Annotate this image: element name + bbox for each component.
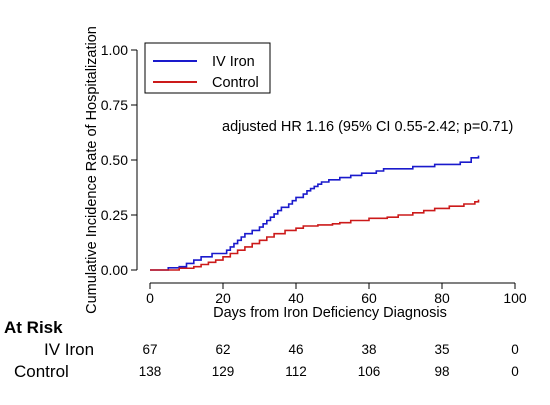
at-risk-value: 67 <box>142 342 158 357</box>
at-risk-row: Control 138 129 112 106 98 0 <box>0 362 550 384</box>
at-risk-value: 0 <box>511 364 519 379</box>
x-tick-label: 60 <box>361 290 377 306</box>
x-tick-label: 20 <box>215 290 231 306</box>
x-tick-label: 40 <box>288 290 304 306</box>
series-layer <box>150 155 480 271</box>
y-tick-label: 1.00 <box>101 42 128 58</box>
at-risk-value: 106 <box>357 364 381 379</box>
legend: IV Iron Control <box>144 42 271 94</box>
at-risk-title: At Risk <box>4 318 63 337</box>
at-risk-value: 0 <box>511 342 519 357</box>
at-risk-value: 35 <box>434 342 450 357</box>
at-risk-row-label: Control <box>14 362 69 381</box>
x-tick-label: 80 <box>434 290 450 306</box>
series-line-control <box>150 199 480 271</box>
y-tick-label: 0.75 <box>101 97 128 113</box>
at-risk-value: 112 <box>285 364 307 379</box>
at-risk-row: IV Iron 67 62 46 38 35 0 <box>0 340 550 362</box>
y-tick-label: 0.50 <box>101 152 128 168</box>
at-risk-value: 98 <box>434 364 450 379</box>
at-risk-value: 46 <box>288 342 304 357</box>
at-risk-value: 62 <box>215 342 231 357</box>
at-risk-value: 38 <box>361 342 377 357</box>
at-risk-value: 129 <box>211 364 235 379</box>
at-risk-value: 138 <box>138 364 162 379</box>
y-tick-label: 0.25 <box>101 207 128 223</box>
x-tick-label: 100 <box>503 290 527 306</box>
legend-label: IV Iron <box>212 54 255 70</box>
y-axis-label: Cumulative Incidence Rate of Hospitaliza… <box>84 26 100 314</box>
legend-label: Control <box>212 75 259 91</box>
y-tick-label: 0.00 <box>101 262 128 278</box>
at-risk-row-label: IV Iron <box>44 340 95 359</box>
hr-annotation: adjusted HR 1.16 (95% CI 0.55-2.42; p=0.… <box>222 119 513 135</box>
x-tick-label: 0 <box>146 290 154 306</box>
legend-box <box>144 42 271 94</box>
series-line-iv-iron <box>150 155 480 271</box>
x-axis-label: Days from Iron Deficiency Diagnosis <box>213 305 447 321</box>
axes: 0.00 0.25 0.50 0.75 1.00 0 20 40 60 80 100 <box>101 42 527 306</box>
